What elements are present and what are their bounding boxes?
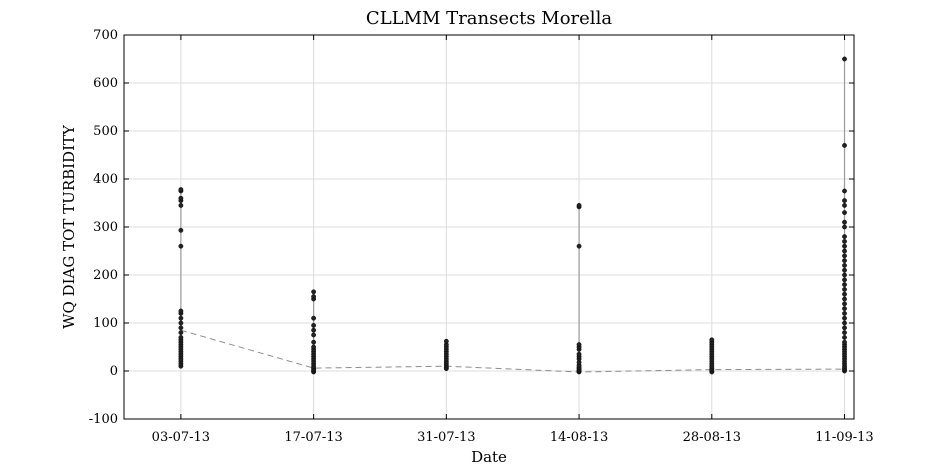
- data-point: [842, 296, 847, 302]
- x-tick-label: 28-08-13: [683, 430, 741, 445]
- data-point: [842, 272, 847, 278]
- data-point: [178, 334, 184, 340]
- y-tick-label: -100: [89, 412, 118, 427]
- data-point: [178, 330, 184, 335]
- y-tick-label: 600: [93, 76, 118, 91]
- data-point: [842, 325, 847, 331]
- data-point: [842, 330, 847, 335]
- data-point: [842, 238, 847, 244]
- data-point: [178, 308, 184, 314]
- series-lines: [180, 59, 846, 373]
- data-point: [842, 301, 847, 307]
- data-point: [576, 202, 582, 208]
- data-point: [842, 315, 847, 321]
- x-axis-label: Date: [471, 448, 507, 466]
- data-point: [311, 289, 317, 295]
- data-point: [842, 202, 847, 208]
- data-point: [842, 224, 847, 230]
- x-tick-label: 14-08-13: [550, 430, 608, 445]
- data-point: [443, 338, 449, 344]
- data-point: [842, 291, 847, 297]
- data-point: [178, 227, 184, 233]
- data-point: [842, 248, 847, 254]
- x-axis-ticks: 03-07-13 17-07-13 31-07-13 14-08-13 28-08-13…: [152, 35, 874, 445]
- data-point: [576, 351, 582, 357]
- data-point: [709, 337, 715, 343]
- data-point: [842, 219, 847, 225]
- data-point: [311, 315, 317, 321]
- data-point: [842, 277, 847, 283]
- data-point: [842, 306, 847, 311]
- data-point: [311, 332, 317, 338]
- data-point: [576, 342, 582, 347]
- data-point: [842, 253, 847, 259]
- data-point: [311, 339, 317, 345]
- data-point: [311, 344, 317, 350]
- data-point: [178, 243, 184, 249]
- chart-title: CLLMM Transects Morella: [366, 8, 612, 29]
- data-point: [842, 339, 847, 345]
- data-point: [842, 310, 847, 316]
- data-point: [842, 258, 847, 263]
- x-tick-label: 11-09-13: [815, 430, 873, 445]
- data-point: [842, 282, 847, 287]
- data-point: [311, 327, 317, 333]
- data-point: [842, 234, 847, 240]
- y-tick-label: 200: [93, 268, 118, 283]
- data-point: [842, 267, 847, 273]
- data-point: [842, 56, 847, 62]
- y-tick-label: 500: [93, 124, 118, 139]
- data-point: [842, 198, 847, 204]
- data-point: [178, 320, 184, 326]
- data-point: [842, 210, 847, 216]
- data-point: [311, 294, 317, 299]
- x-tick-label: 31-07-13: [417, 430, 475, 445]
- data-point: [576, 243, 582, 249]
- y-axis-label: WQ DIAG TOT TURBIDITY: [60, 124, 78, 329]
- y-tick-label: 400: [93, 172, 118, 187]
- y-tick-label: 100: [93, 316, 118, 331]
- data-point: [178, 202, 184, 208]
- x-tick-label: 17-07-13: [284, 430, 342, 445]
- y-axis-ticks: -100 0 100 200 300 400 500 600 700: [89, 28, 854, 427]
- data-point: [842, 334, 847, 340]
- data-point: [842, 243, 847, 249]
- data-point: [842, 142, 847, 148]
- data-point: [842, 188, 847, 194]
- data-point: [178, 195, 184, 201]
- data-point: [842, 286, 847, 292]
- mean-dashed-line: [180, 329, 845, 373]
- data-point: [178, 325, 184, 331]
- data-point: [842, 262, 847, 268]
- data-point: [311, 322, 317, 328]
- data-points: [178, 56, 847, 375]
- y-tick-label: 300: [93, 220, 118, 235]
- y-tick-label: 700: [93, 28, 118, 43]
- data-point: [178, 315, 184, 321]
- data-point: [178, 187, 184, 192]
- y-tick-label: 0: [110, 364, 118, 379]
- data-point: [842, 320, 847, 326]
- grid: [124, 34, 854, 420]
- x-tick-label: 03-07-13: [152, 430, 210, 445]
